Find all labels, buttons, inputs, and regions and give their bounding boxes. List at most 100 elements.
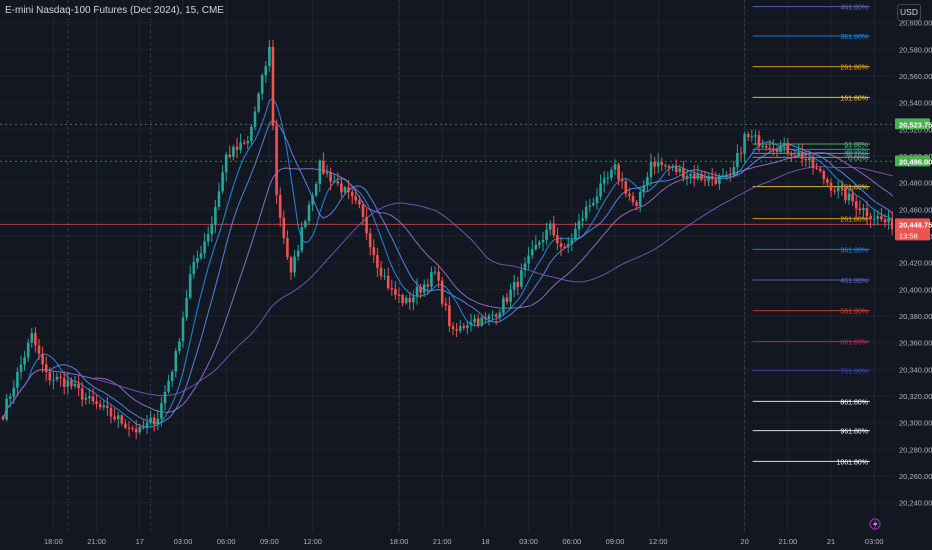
candle-body bbox=[491, 314, 494, 316]
candle-body bbox=[365, 216, 368, 234]
price-tick-label: 20,420.00 bbox=[899, 259, 932, 268]
candle bbox=[736, 144, 739, 177]
candle bbox=[19, 355, 23, 380]
price-badge-label: 20,496.00 bbox=[899, 157, 932, 166]
candle bbox=[314, 181, 318, 198]
candle bbox=[163, 384, 167, 411]
candle-body bbox=[836, 186, 840, 192]
candle-body bbox=[822, 171, 826, 180]
candle bbox=[124, 419, 127, 430]
time-tick-label: 20 bbox=[740, 537, 748, 546]
candle bbox=[217, 183, 221, 210]
candle bbox=[574, 222, 577, 242]
candle-body bbox=[541, 239, 545, 243]
candle-body bbox=[44, 364, 48, 373]
candle bbox=[174, 347, 178, 378]
candle bbox=[296, 244, 300, 261]
candle-body bbox=[437, 271, 440, 281]
candle bbox=[498, 309, 502, 321]
candle bbox=[520, 263, 523, 290]
candle-body bbox=[444, 303, 448, 306]
candle-body bbox=[70, 380, 73, 387]
price-badge: 20,523.75 bbox=[895, 118, 932, 130]
candle bbox=[300, 221, 304, 253]
candle bbox=[73, 376, 77, 389]
candle bbox=[347, 179, 350, 200]
candle bbox=[548, 220, 552, 236]
candle bbox=[577, 213, 581, 239]
candle-body bbox=[714, 179, 718, 184]
candle-body bbox=[876, 216, 880, 219]
candle bbox=[656, 152, 660, 174]
candle-body bbox=[858, 208, 862, 211]
candle-body bbox=[62, 378, 66, 387]
fib-level-label: 461.80% bbox=[840, 5, 868, 12]
candle bbox=[142, 420, 145, 430]
candle-body bbox=[5, 398, 8, 420]
candle bbox=[818, 166, 822, 174]
candle bbox=[840, 180, 844, 196]
candle-body bbox=[455, 329, 458, 331]
candle-body bbox=[358, 200, 361, 205]
candle-body bbox=[505, 297, 509, 302]
candle bbox=[779, 140, 782, 154]
candle-body bbox=[635, 201, 638, 207]
candle-body bbox=[840, 186, 844, 188]
candle bbox=[808, 150, 811, 169]
candle bbox=[836, 179, 840, 199]
candle bbox=[426, 278, 430, 294]
candle-body bbox=[59, 376, 62, 379]
fib-level-label: 38.20% bbox=[844, 151, 868, 158]
candle bbox=[851, 187, 854, 206]
candle bbox=[275, 119, 278, 205]
candle bbox=[829, 178, 833, 198]
candle bbox=[412, 290, 415, 311]
candle bbox=[718, 173, 721, 191]
candle-body bbox=[332, 181, 336, 183]
candle-body bbox=[577, 220, 581, 230]
candle-body bbox=[764, 146, 768, 148]
price-tick-label: 20,240.00 bbox=[899, 499, 932, 508]
candle bbox=[318, 159, 322, 193]
candle-body bbox=[865, 208, 869, 216]
time-axis: 18:00 21:00 17 03:00 06:00 09:00 12:00 18:00 21:… bbox=[44, 537, 884, 546]
candle bbox=[8, 393, 12, 408]
candle-body bbox=[440, 280, 444, 304]
candle bbox=[653, 156, 656, 175]
candle-body bbox=[192, 262, 196, 275]
candle-body bbox=[732, 167, 736, 176]
candle-body bbox=[12, 387, 16, 397]
candle-body bbox=[300, 227, 304, 251]
candle bbox=[664, 163, 667, 170]
candle bbox=[671, 164, 674, 172]
candle bbox=[865, 200, 869, 225]
candle-body bbox=[170, 371, 174, 381]
candle bbox=[667, 164, 671, 176]
candle-body bbox=[761, 146, 764, 148]
candle bbox=[214, 199, 217, 233]
candle bbox=[44, 356, 48, 382]
currency-button[interactable]: USD bbox=[897, 4, 921, 21]
candle-body bbox=[138, 426, 142, 433]
price-tick-label: 20,320.00 bbox=[899, 392, 932, 401]
candle bbox=[433, 266, 437, 276]
candle-body bbox=[264, 66, 268, 76]
candle bbox=[239, 133, 242, 154]
candle-body bbox=[779, 145, 782, 152]
candle bbox=[228, 145, 232, 159]
candle bbox=[185, 290, 188, 321]
candle bbox=[631, 192, 635, 206]
candle bbox=[617, 162, 620, 186]
candle-body bbox=[728, 174, 732, 176]
time-tick-label: 09:00 bbox=[606, 537, 625, 546]
candle bbox=[775, 147, 779, 158]
candle bbox=[325, 164, 329, 178]
candle bbox=[602, 171, 606, 193]
candle-body bbox=[422, 284, 426, 293]
fib-level-label: 161.80% bbox=[840, 185, 868, 192]
candle bbox=[289, 255, 293, 280]
candle-body bbox=[415, 286, 419, 297]
candle bbox=[1, 415, 5, 421]
candle bbox=[80, 381, 84, 407]
